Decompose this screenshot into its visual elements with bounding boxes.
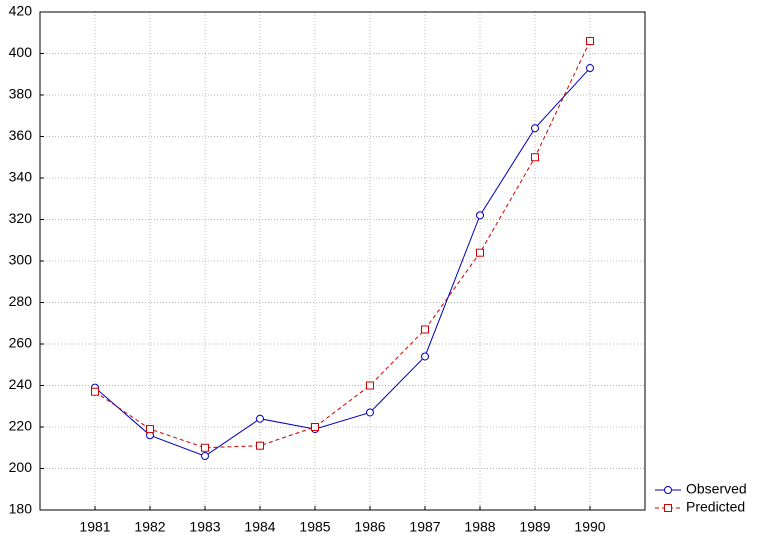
y-tick-label: 280 (9, 293, 33, 309)
x-tick-label: 1987 (409, 519, 440, 535)
marker (146, 425, 154, 434)
legend-marker (664, 486, 672, 494)
y-tick-label: 340 (9, 169, 33, 185)
marker (586, 64, 594, 73)
legend-label: Observed (686, 481, 747, 497)
marker (476, 211, 484, 220)
x-tick-label: 1985 (299, 519, 330, 535)
y-tick-label: 300 (9, 252, 33, 268)
y-tick-label: 400 (9, 44, 33, 60)
x-tick-label: 1990 (574, 519, 605, 535)
marker (586, 37, 594, 46)
marker (311, 423, 319, 431)
marker (201, 443, 209, 452)
y-tick-label: 360 (9, 127, 33, 143)
marker (476, 248, 484, 257)
marker (201, 452, 209, 461)
plot-frame (39, 11, 646, 511)
legend-marker (664, 504, 672, 512)
marker (531, 124, 539, 133)
y-tick-label: 220 (9, 418, 33, 434)
x-tick-label: 1988 (464, 519, 495, 535)
y-tick-label: 380 (9, 86, 33, 102)
series-line (94, 67, 591, 457)
y-tick-label: 420 (9, 3, 33, 19)
y-tick-label: 240 (9, 376, 33, 392)
marker (531, 153, 539, 162)
x-tick-label: 1984 (244, 519, 275, 535)
series-line (94, 40, 591, 449)
y-tick-label: 180 (9, 501, 33, 517)
x-tick-label: 1983 (189, 519, 220, 535)
marker (256, 441, 264, 450)
legend-label: Predicted (686, 499, 745, 515)
marker (366, 408, 374, 417)
x-tick-label: 1982 (134, 519, 165, 535)
y-tick-label: 320 (9, 210, 33, 226)
x-tick-label: 1986 (354, 519, 385, 535)
marker (421, 352, 429, 361)
marker (91, 387, 99, 396)
y-tick-label: 200 (9, 459, 33, 475)
x-tick-label: 1981 (79, 519, 110, 535)
marker (366, 381, 374, 390)
marker (421, 325, 429, 334)
y-tick-label: 260 (9, 335, 33, 351)
x-tick-label: 1989 (519, 519, 550, 535)
marker (256, 414, 264, 423)
